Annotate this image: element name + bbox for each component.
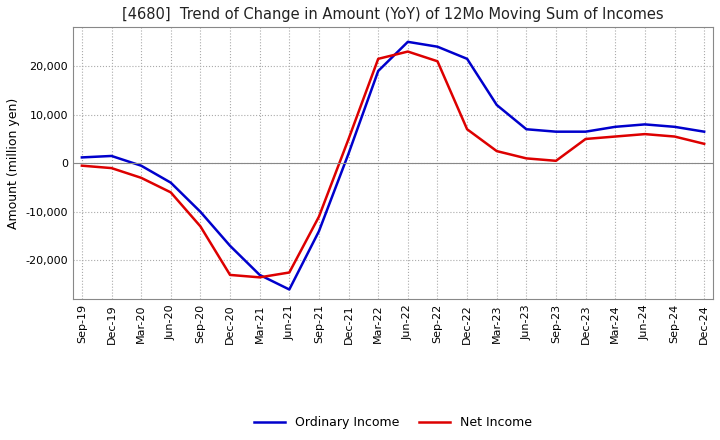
Ordinary Income xyxy=(433,44,442,49)
Ordinary Income xyxy=(611,124,620,129)
Net Income xyxy=(522,156,531,161)
Ordinary Income xyxy=(374,68,382,73)
Net Income xyxy=(611,134,620,139)
Ordinary Income xyxy=(403,39,412,44)
Title: [4680]  Trend of Change in Amount (YoY) of 12Mo Moving Sum of Incomes: [4680] Trend of Change in Amount (YoY) o… xyxy=(122,7,664,22)
Ordinary Income xyxy=(581,129,590,134)
Net Income xyxy=(315,214,323,219)
Ordinary Income xyxy=(78,155,86,160)
Ordinary Income xyxy=(256,272,264,278)
Ordinary Income xyxy=(522,127,531,132)
Net Income xyxy=(344,136,353,142)
Ordinary Income xyxy=(226,243,235,249)
Net Income xyxy=(137,175,145,180)
Net Income xyxy=(700,141,708,147)
Ordinary Income xyxy=(492,103,501,108)
Net Income xyxy=(166,190,175,195)
Net Income xyxy=(256,275,264,280)
Ordinary Income xyxy=(166,180,175,185)
Ordinary Income xyxy=(137,163,145,169)
Ordinary Income xyxy=(552,129,560,134)
Net Income xyxy=(581,136,590,142)
Ordinary Income xyxy=(463,56,472,62)
Net Income xyxy=(463,127,472,132)
Net Income xyxy=(78,163,86,169)
Net Income xyxy=(670,134,679,139)
Line: Ordinary Income: Ordinary Income xyxy=(82,42,704,290)
Net Income xyxy=(107,165,116,171)
Net Income xyxy=(641,132,649,137)
Ordinary Income xyxy=(196,209,204,214)
Net Income xyxy=(492,148,501,154)
Net Income xyxy=(285,270,294,275)
Ordinary Income xyxy=(107,153,116,158)
Net Income xyxy=(403,49,412,54)
Ordinary Income xyxy=(344,151,353,156)
Ordinary Income xyxy=(700,129,708,134)
Ordinary Income xyxy=(315,228,323,234)
Net Income xyxy=(374,56,382,62)
Net Income xyxy=(196,224,204,229)
Net Income xyxy=(433,59,442,64)
Net Income xyxy=(552,158,560,163)
Line: Net Income: Net Income xyxy=(82,51,704,277)
Ordinary Income xyxy=(285,287,294,292)
Net Income xyxy=(226,272,235,278)
Ordinary Income xyxy=(670,124,679,129)
Y-axis label: Amount (million yen): Amount (million yen) xyxy=(7,98,20,229)
Ordinary Income xyxy=(641,122,649,127)
Legend: Ordinary Income, Net Income: Ordinary Income, Net Income xyxy=(249,411,537,434)
